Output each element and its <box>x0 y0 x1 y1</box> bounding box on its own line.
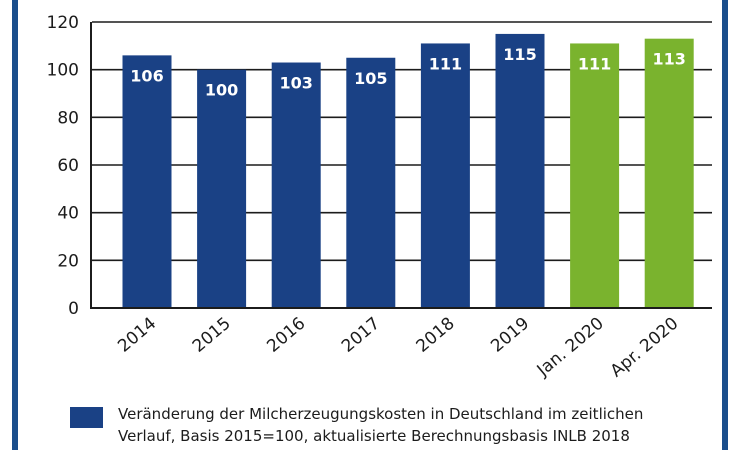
y-tick-label: 60 <box>57 156 79 176</box>
y-tick-label: 20 <box>57 251 79 271</box>
right-frame-border <box>722 0 728 450</box>
bar <box>570 43 620 308</box>
left-frame-border <box>12 0 18 450</box>
data-label: 111 <box>578 54 611 73</box>
data-label: 100 <box>205 81 238 100</box>
x-tick-label: 2019 <box>487 314 533 357</box>
y-tick-label: 80 <box>57 108 79 128</box>
bar <box>346 57 396 308</box>
data-label: 103 <box>279 74 312 93</box>
bar <box>420 43 470 308</box>
legend-swatch <box>70 407 103 428</box>
y-tick-label: 40 <box>57 204 79 224</box>
data-label: 105 <box>354 69 387 88</box>
bar-chart: 106 100 103 105 111 115 111 113 0 20 40 60 80 100 120… <box>47 13 712 382</box>
bar <box>271 62 321 309</box>
bar <box>644 38 694 308</box>
x-tick-label: 2017 <box>338 314 384 357</box>
x-tick-label: Jan. 2020 <box>533 314 608 382</box>
bar <box>122 55 172 308</box>
y-tick-label: 120 <box>47 13 79 33</box>
data-labels: 106 100 103 105 111 115 111 113 <box>130 45 686 100</box>
y-axis-ticks: 0 20 40 60 80 100 120 <box>47 13 79 319</box>
legend-line-1: Veränderung der Milcherzeugungskosten in… <box>118 405 644 423</box>
x-tick-label: 2016 <box>263 314 309 357</box>
data-label: 115 <box>503 45 536 64</box>
x-tick-label: Apr. 2020 <box>607 314 683 382</box>
legend-line-2: Verlauf, Basis 2015=100, aktualisierte B… <box>118 427 630 445</box>
data-label: 106 <box>130 66 163 85</box>
bar <box>495 33 545 309</box>
data-label: 111 <box>429 54 462 73</box>
legend-text: Veränderung der Milcherzeugungskosten in… <box>118 403 708 447</box>
y-tick-label: 100 <box>47 61 79 81</box>
x-tick-label: 2014 <box>114 314 160 357</box>
y-tick-label: 0 <box>68 299 79 319</box>
x-tick-label: 2018 <box>413 314 459 357</box>
x-tick-label: 2015 <box>189 314 235 357</box>
data-label: 113 <box>652 50 685 69</box>
bar <box>197 69 247 309</box>
bars <box>122 33 694 309</box>
